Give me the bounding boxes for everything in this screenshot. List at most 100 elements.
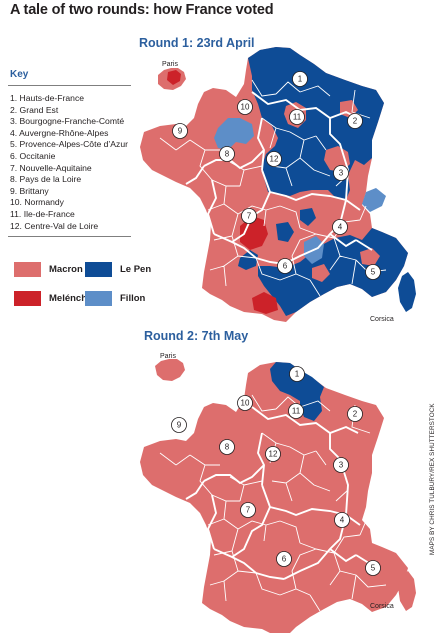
key-region-item: 2. Grand Est xyxy=(10,104,59,115)
region-number-marker: 2 xyxy=(347,113,363,129)
svg-text:10: 10 xyxy=(241,103,250,112)
key-region-item: 9. Brittany xyxy=(10,185,49,196)
le-pen-patch xyxy=(276,222,294,242)
svg-text:7: 7 xyxy=(247,212,252,221)
svg-text:9: 9 xyxy=(178,127,183,136)
region-number-marker: 6 xyxy=(276,551,292,567)
region-number-marker: 9 xyxy=(171,417,187,433)
legend-swatch xyxy=(85,291,112,306)
legend-fillon: Fillon xyxy=(85,291,145,306)
le-pen-aisne xyxy=(300,391,322,421)
legend-swatch xyxy=(14,262,41,277)
key-bottom-rule xyxy=(8,236,131,238)
legend-swatch xyxy=(85,262,112,277)
paris-label: Paris xyxy=(160,353,176,360)
key-region-item: 4. Auvergne-Rhône-Alpes xyxy=(10,127,109,138)
region-number-marker: 1 xyxy=(289,366,305,382)
round-1-map: 1 2 3 4 5 6 7 8 9 10 11 12 Paris Corsica xyxy=(140,47,416,323)
key-region-item: 12. Centre-Val de Loire xyxy=(10,220,99,231)
melenchon-south-west xyxy=(240,216,268,250)
region-number-marker: 3 xyxy=(333,457,349,473)
svg-text:9: 9 xyxy=(177,421,182,430)
svg-text:6: 6 xyxy=(282,555,287,564)
key-region-item: 10. Normandy xyxy=(10,197,64,208)
svg-text:8: 8 xyxy=(225,443,230,452)
legend-label: Fillon xyxy=(120,293,146,304)
region-number-marker: 5 xyxy=(365,264,381,280)
round-2-map: 1 2 3 4 5 6 7 8 9 10 11 12 Paris Corsica xyxy=(140,353,416,633)
key-region-item: 6. Occitanie xyxy=(10,150,56,161)
region-number-marker: 7 xyxy=(240,502,256,518)
paris-label: Paris xyxy=(162,61,178,68)
round-1-departments xyxy=(140,47,416,322)
paris-inset xyxy=(155,359,185,381)
key-region-item: 1. Hauts-de-France xyxy=(10,93,85,103)
svg-text:4: 4 xyxy=(338,223,343,232)
region-number-marker: 9 xyxy=(172,123,188,139)
region-number-marker: 2 xyxy=(347,406,363,422)
region-number-marker: 8 xyxy=(219,439,235,455)
legend-le-pen: Le Pen xyxy=(85,262,151,277)
key-region-item: 8. Pays de la Loire xyxy=(10,174,82,185)
region-number-marker: 11 xyxy=(288,403,304,419)
region-number-marker: 12 xyxy=(266,151,282,167)
key-region-item: 11. Ile-de-France xyxy=(10,208,75,219)
photo-credit: MAPS BY CHRIS TULBURY/REX SHUTTERSTOCK xyxy=(429,403,436,555)
legend-label: Melénchon xyxy=(49,293,99,304)
svg-text:8: 8 xyxy=(225,150,230,159)
key-title: Key xyxy=(10,69,29,80)
key-region-item: 3. Bourgogne-Franche-Comté xyxy=(10,116,125,127)
svg-text:12: 12 xyxy=(269,450,278,459)
region-number-marker: 8 xyxy=(219,146,235,162)
macron-patch xyxy=(312,264,330,282)
round-2-number-markers: 1 2 3 4 5 6 7 8 9 10 11 12 xyxy=(171,366,381,576)
legend-melenchon: Melénchon xyxy=(14,291,99,306)
region-number-marker: 12 xyxy=(265,446,281,462)
legend-label: Le Pen xyxy=(120,264,152,275)
key-region-item: 5. Provence-Alpes-Côte d’Azur xyxy=(10,139,128,150)
corsica xyxy=(398,272,416,312)
legend-swatch xyxy=(14,291,41,306)
region-border xyxy=(185,91,373,265)
france-outline xyxy=(140,362,408,633)
legend-macron: Macron xyxy=(14,262,83,277)
svg-text:11: 11 xyxy=(293,113,302,122)
round-2-title: Round 2: 7th May xyxy=(144,329,249,343)
fillon-normandy-area xyxy=(214,118,254,150)
svg-text:2: 2 xyxy=(353,410,358,419)
le-pen-north-east xyxy=(248,47,384,200)
svg-text:5: 5 xyxy=(371,564,376,573)
melenchon-pyrenees xyxy=(252,292,278,314)
paris-melenchon xyxy=(167,70,181,85)
macron-patch xyxy=(360,248,380,266)
svg-text:1: 1 xyxy=(295,370,300,379)
corsica-label: Corsica xyxy=(370,316,394,323)
round-1-number-markers: 1 2 3 4 5 6 7 8 9 10 11 12 xyxy=(172,71,381,280)
region-number-marker: 5 xyxy=(365,560,381,576)
svg-text:5: 5 xyxy=(371,268,376,277)
key-region-item: 7. Nouvelle-Aquitaine xyxy=(10,162,92,173)
region-number-marker: 6 xyxy=(277,258,293,274)
round-1-department-borders xyxy=(159,79,387,297)
region-number-marker: 4 xyxy=(332,219,348,235)
region-number-marker: 3 xyxy=(333,165,349,181)
region-number-marker: 7 xyxy=(241,208,257,224)
svg-text:6: 6 xyxy=(283,262,288,271)
fillon-east xyxy=(362,188,386,212)
svg-text:12: 12 xyxy=(270,155,279,164)
corsica xyxy=(398,571,416,611)
region-number-marker: 1 xyxy=(292,71,308,87)
region-number-marker: 4 xyxy=(334,512,350,528)
corsica-label: Corsica xyxy=(370,603,394,610)
le-pen-patch xyxy=(300,208,316,226)
region-number-marker: 10 xyxy=(237,395,253,411)
chart-title: A tale of two rounds: how France voted xyxy=(10,2,274,18)
svg-text:2: 2 xyxy=(353,117,358,126)
legend-label: Macron xyxy=(49,264,83,275)
region-number-marker: 11 xyxy=(289,109,305,125)
round-2-departments xyxy=(140,359,416,633)
svg-text:3: 3 xyxy=(339,461,344,470)
svg-text:4: 4 xyxy=(340,516,345,525)
svg-text:11: 11 xyxy=(292,407,301,416)
svg-text:1: 1 xyxy=(298,75,303,84)
